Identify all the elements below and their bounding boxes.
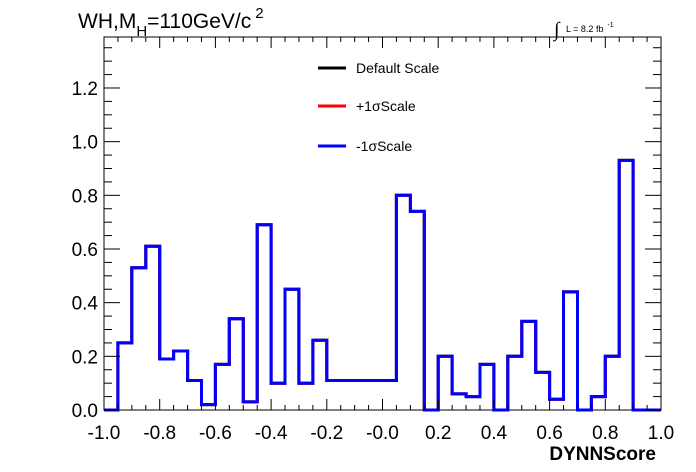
title-rest: =110GeV/c: [147, 10, 251, 33]
x-tick-label: 1.0: [648, 423, 674, 444]
y-tick-label: 0.0: [72, 401, 98, 422]
luminosity-superscript: -1: [607, 22, 613, 29]
x-tick-label: -0.2: [310, 423, 343, 444]
title-subscript: H: [136, 23, 147, 40]
x-tick-label: -1.0: [88, 423, 121, 444]
axis-layer: 0.0 0.2 0.4 0.6 0.8 1.0 1.2 -1.0 -0.8 -0.6 -0.4 -0.…: [72, 37, 674, 444]
x-tick-label: 0.2: [425, 423, 451, 444]
luminosity-label: L = 8.2 fb -1: [566, 22, 614, 34]
x-tick-label: 0.6: [536, 423, 562, 444]
title-main: WH,M: [78, 10, 136, 33]
legend-label-minus-one-sigma: -1σScale: [356, 138, 412, 154]
legend-label-plus-one-sigma: +1σScale: [356, 98, 416, 114]
legend: Default Scale +1σScale -1σScale: [318, 60, 439, 154]
x-tick-label: 0.4: [481, 423, 508, 444]
x-tick-label: 0.8: [592, 423, 618, 444]
series-line-2: [104, 158, 661, 412]
legend-label-default-scale: Default Scale: [356, 60, 439, 76]
x-tick-label: -0.8: [143, 423, 176, 444]
x-tick-label: -0.0: [366, 423, 399, 444]
chart-title: WH,MH=110GeV/c 2: [78, 5, 264, 40]
x-tick-label: -0.4: [255, 423, 288, 444]
y-tick-label: 0.2: [72, 347, 98, 368]
y-tick-label: 0.6: [72, 240, 98, 261]
luminosity-text: L = 8.2 fb: [566, 24, 603, 34]
integral-sign: ∫: [552, 19, 561, 42]
x-tick-label: -0.6: [199, 423, 232, 444]
y-tick-label: 0.8: [72, 186, 98, 207]
x-axis-title: DYNNScore: [549, 444, 656, 465]
series-layer: [104, 158, 661, 412]
y-tick-label: 1.2: [72, 79, 98, 100]
y-tick-label: 0.4: [72, 294, 99, 315]
y-tick-label: 1.0: [72, 133, 98, 154]
title-superscript: 2: [255, 5, 263, 22]
